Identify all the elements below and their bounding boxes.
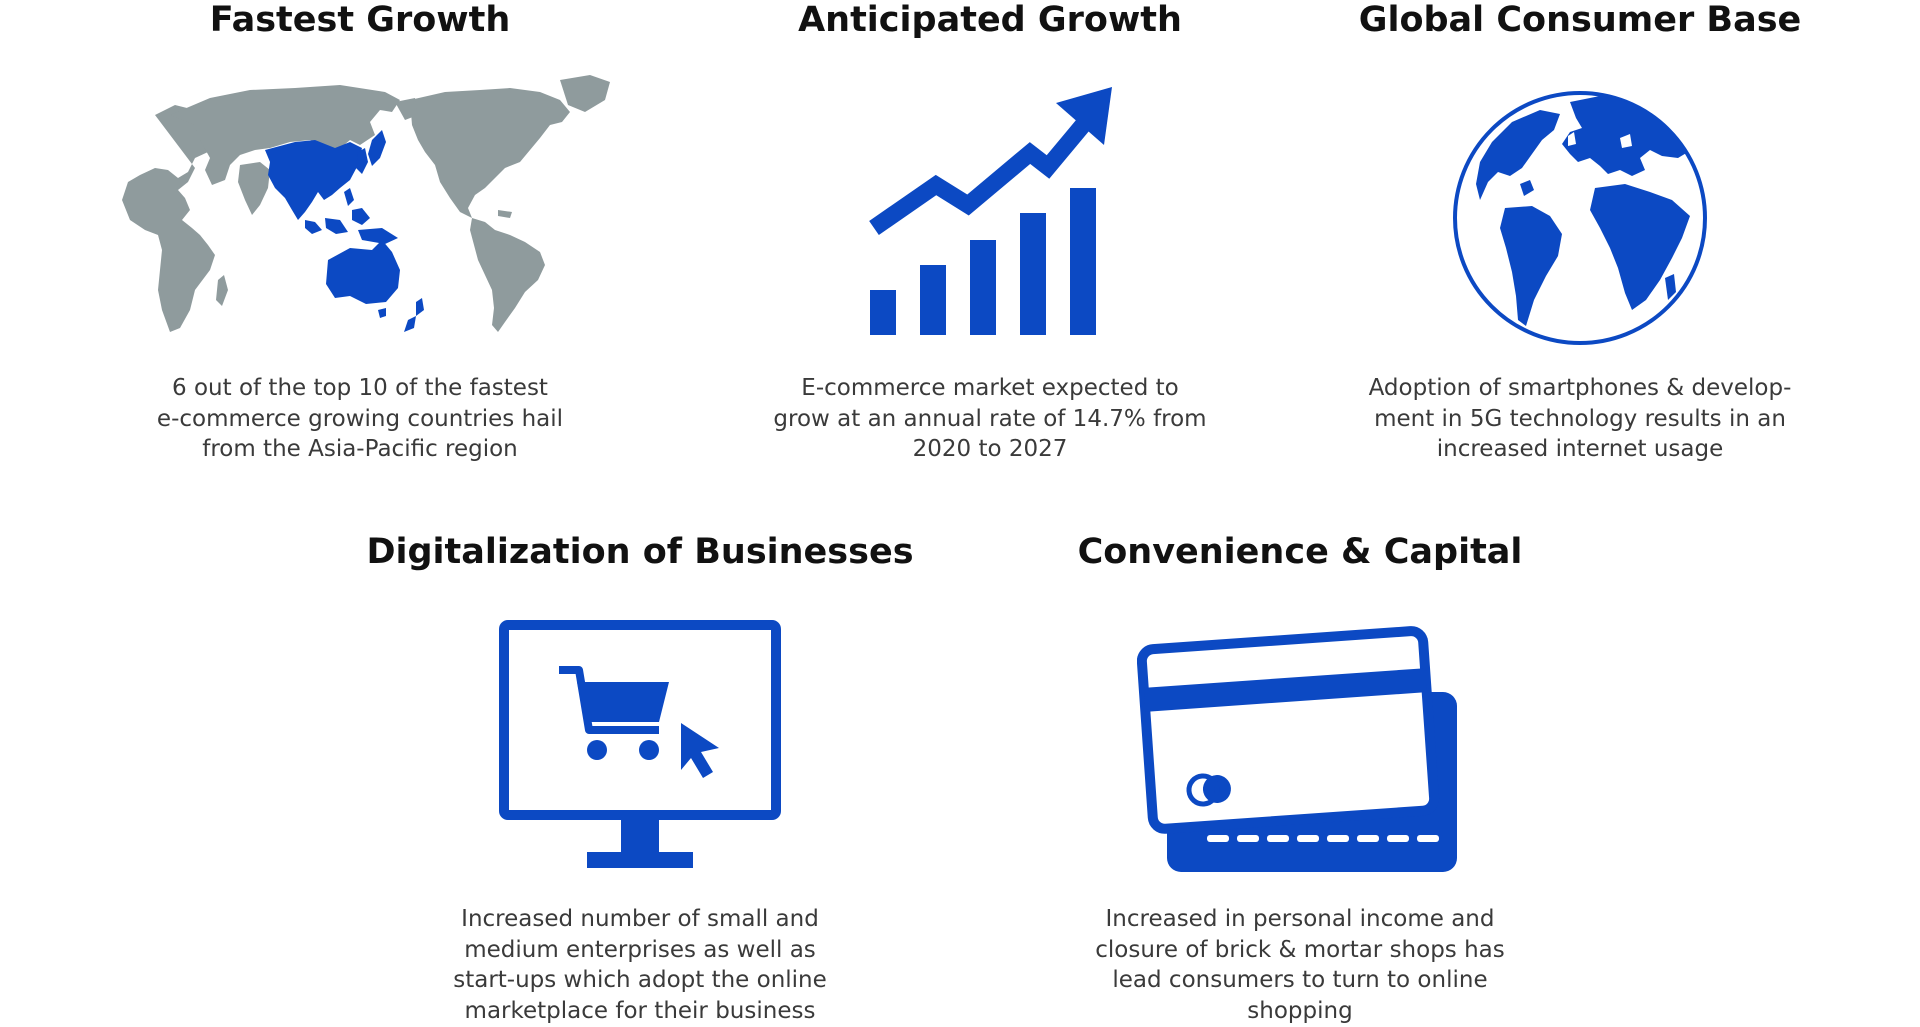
monitor-cart-icon [499,620,781,874]
globe-icon [1450,88,1710,348]
growth-chart-icon [860,85,1120,335]
world-map-icon [100,70,620,335]
card-title: Convenience & Capital [1077,532,1523,572]
card-description-line: increased internet usage [1436,436,1724,462]
card-description-line: start-ups which adopt the online [453,967,827,993]
card-description: Adoption of smartphones & develop- ment … [1270,373,1890,465]
card-description: E-commerce market expected to grow at an… [680,373,1300,465]
card-description-line: 6 out of the top 10 of the fastest [172,375,548,401]
card-description-line: 2020 to 2027 [912,436,1068,462]
card-description-line: grow at an annual rate of 14.7% from [773,405,1207,432]
card-title: Digitalization of Businesses [366,532,914,572]
card-global-consumer-base: Global Consumer Base Adoption of smartph… [1270,0,1890,470]
card-title: Fastest Growth [209,0,511,40]
card-digitalization-of-businesses: Digitalization of Businesses Increased n… [330,532,950,1027]
card-description-line: closure of brick & mortar shops has [1095,936,1505,963]
card-description-line: Increased number of small and [461,906,819,932]
card-description-line: shopping [1247,997,1353,1024]
card-description-line: Increased in personal income and [1105,906,1495,932]
card-anticipated-growth: Anticipated Growth E-commerce market exp… [680,0,1300,470]
card-title: Anticipated Growth [798,0,1182,40]
card-description-line: medium enterprises as well as [464,936,816,963]
card-description-line: lead consumers to turn to online [1112,967,1488,993]
card-fastest-growth: Fastest Growth [50,0,670,470]
card-convenience-capital: Convenience & Capital [990,532,1610,1027]
card-description-line: from the Asia-Pacific region [202,436,518,462]
card-description-line: e-commerce growing countries hail [156,405,564,432]
card-description-line: ment in 5G technology results in an [1374,405,1786,432]
card-description: Increased number of small and medium ent… [330,904,950,1026]
card-description-line: Adoption of smartphones & develop- [1368,375,1792,401]
card-description: Increased in personal income and closure… [990,904,1610,1026]
card-description-line: E-commerce market expected to [801,375,1179,401]
credit-cards-icon [1136,620,1463,878]
card-description-line: marketplace for their business [464,997,816,1024]
card-title: Global Consumer Base [1358,0,1802,40]
card-description: 6 out of the top 10 of the fastest e-com… [50,373,670,465]
